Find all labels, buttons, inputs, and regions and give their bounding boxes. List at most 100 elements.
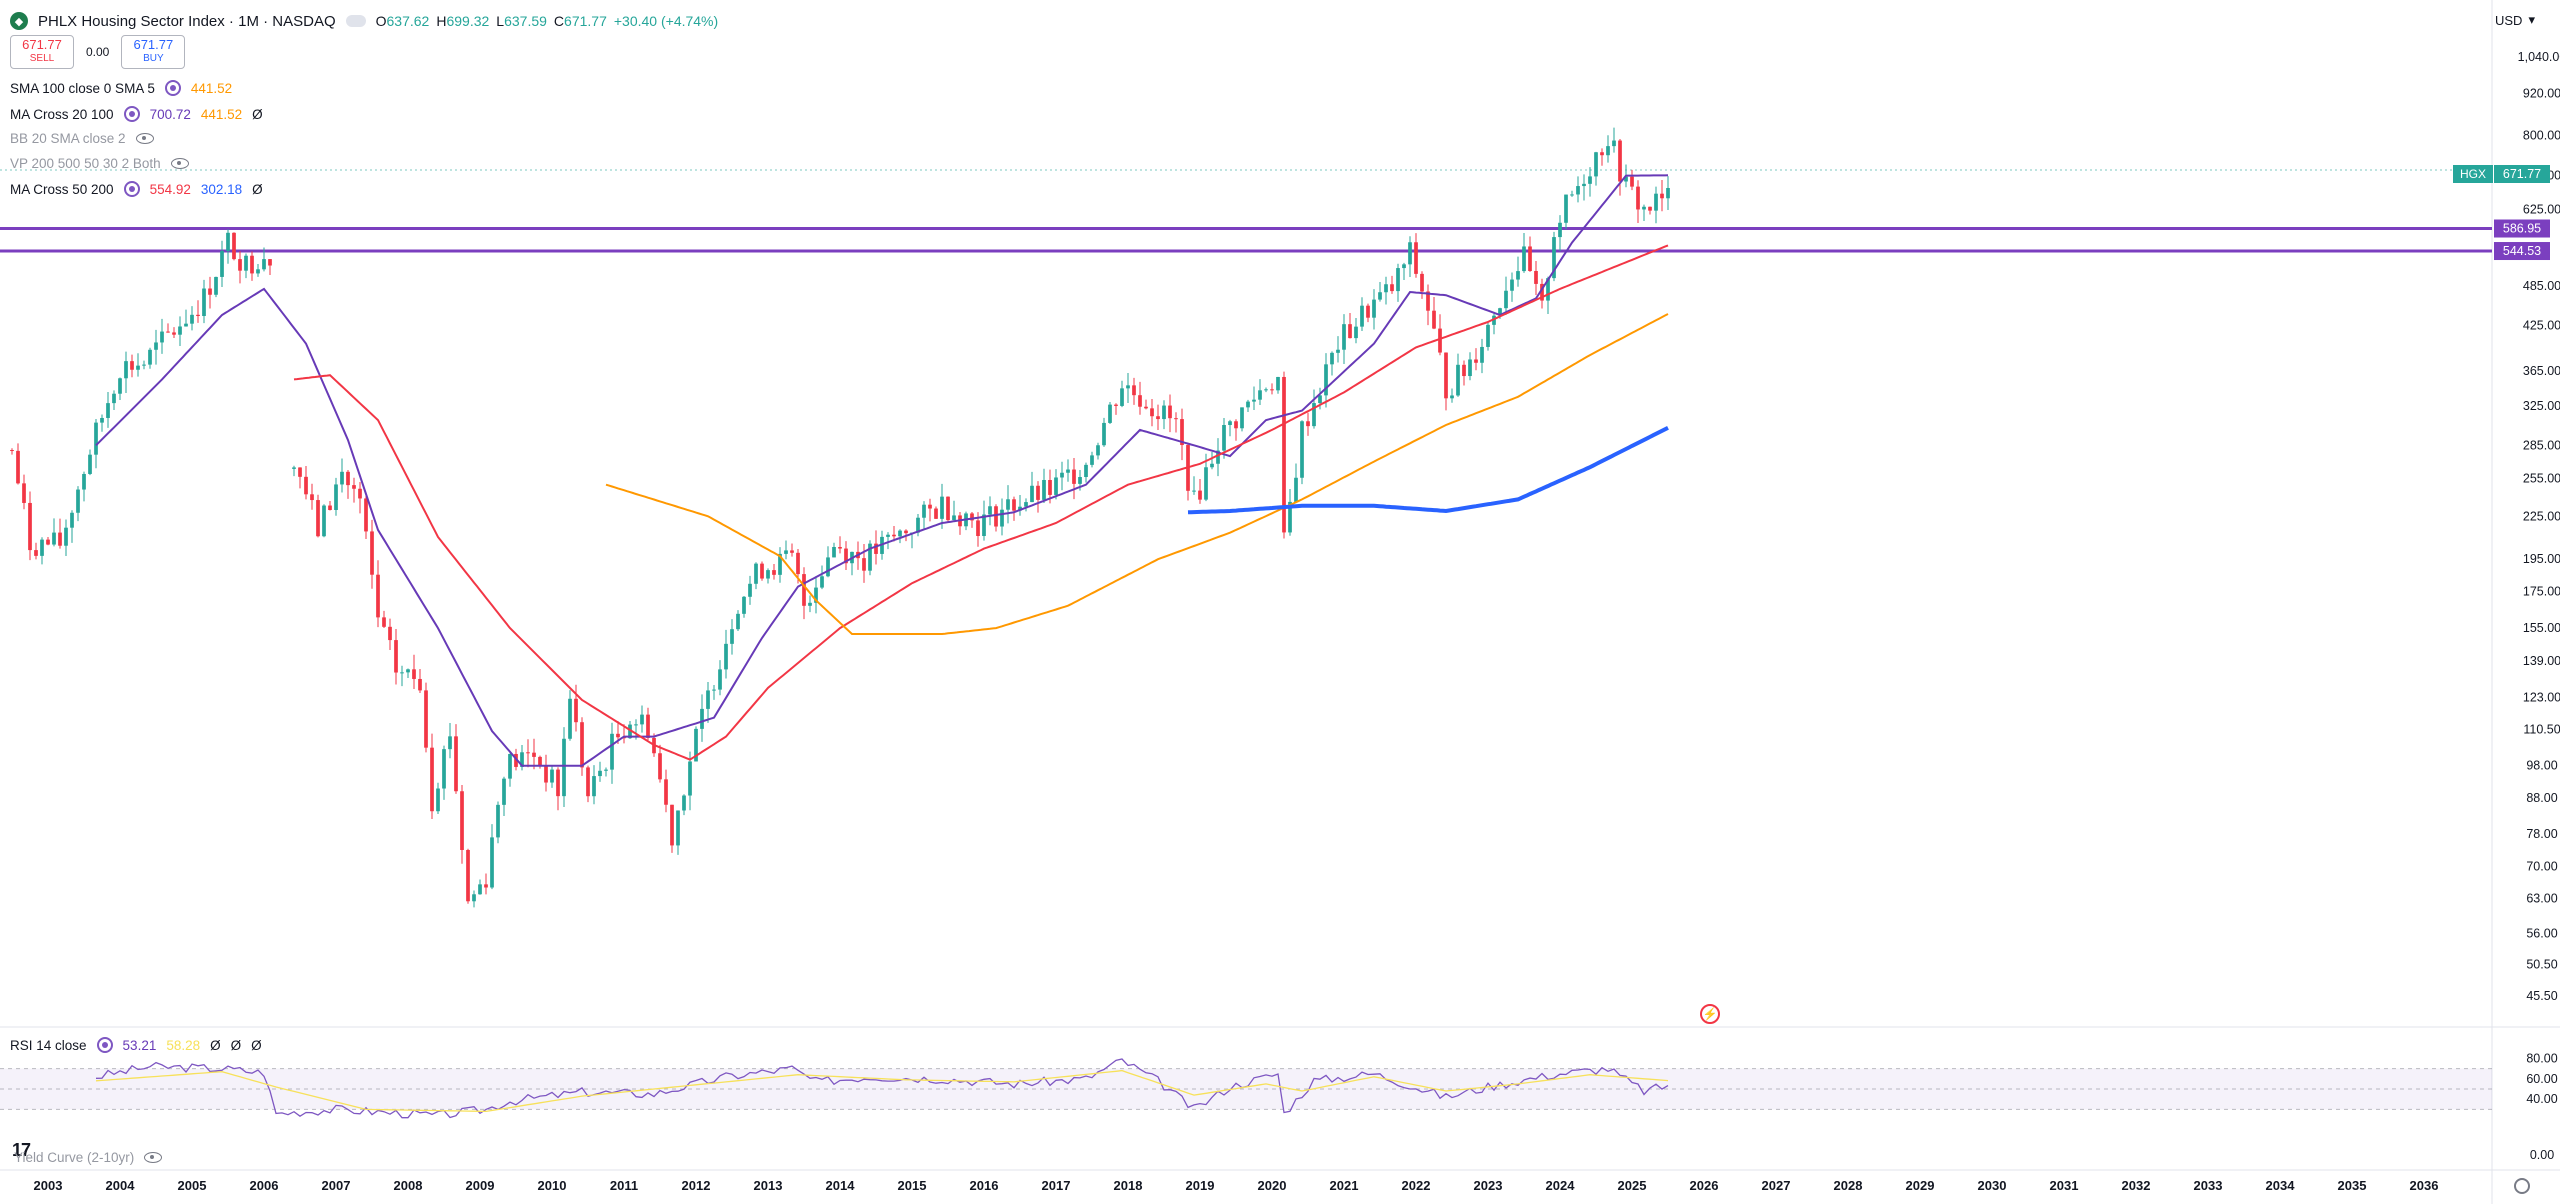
rsi-legend[interactable]: RSI 14 close 53.21 58.28 Ø Ø Ø — [10, 1037, 262, 1053]
candle — [70, 512, 74, 528]
hidden-eye-icon[interactable] — [170, 158, 189, 169]
candle — [460, 791, 464, 850]
candle — [1156, 416, 1160, 420]
gear-icon[interactable] — [2514, 1178, 2530, 1194]
price-tag-label: 671.77 — [2503, 167, 2541, 181]
x-tick-label: 2023 — [1474, 1178, 1503, 1193]
y-tick-label: 425.00 — [2523, 318, 2560, 332]
settings-icon[interactable] — [123, 106, 140, 122]
candle — [892, 534, 896, 537]
ma-line — [293, 244, 1669, 761]
candle — [1444, 352, 1448, 399]
ma-line — [95, 174, 1669, 767]
candle — [1096, 445, 1100, 456]
sell-button[interactable]: 671.77 SELL — [10, 35, 74, 69]
candle — [802, 574, 806, 606]
candle — [310, 494, 314, 501]
buy-button[interactable]: 671.77 BUY — [121, 35, 186, 69]
candle — [1576, 186, 1580, 195]
candle — [1264, 389, 1268, 391]
x-tick-label: 2025 — [1618, 1178, 1647, 1193]
indicator-legend-bb[interactable]: BB 20 SMA close 2 — [10, 131, 154, 146]
hidden-eye-icon[interactable] — [144, 1152, 163, 1163]
spread-value: 0.00 — [86, 45, 110, 59]
lightning-icon[interactable]: ⚡ — [1700, 1004, 1720, 1024]
candle — [646, 714, 650, 738]
ohlc-values: O637.62 H699.32 L637.59 C671.77 +30.40 (… — [375, 13, 719, 29]
candle — [370, 531, 374, 575]
candle — [772, 570, 776, 575]
y-tick-label: 225.00 — [2523, 509, 2560, 523]
candle — [1594, 152, 1598, 177]
candle — [1312, 403, 1316, 427]
rsi-y-tick-label: 80.00 — [2526, 1051, 2557, 1065]
candle — [1546, 278, 1550, 301]
candle — [718, 669, 722, 690]
hidden-eye-icon[interactable] — [135, 133, 154, 144]
candle — [1342, 324, 1346, 350]
candle — [826, 557, 830, 577]
candle — [1432, 310, 1436, 329]
candle — [1612, 140, 1616, 147]
candle — [676, 810, 680, 846]
x-tick-label: 2036 — [2410, 1178, 2439, 1193]
y-tick-label: 485.00 — [2523, 279, 2560, 293]
candle — [1600, 152, 1604, 156]
y-tick-label: 56.00 — [2526, 927, 2557, 941]
candle — [1648, 206, 1652, 211]
candle — [184, 323, 188, 327]
x-tick-label: 2006 — [250, 1178, 279, 1193]
candle — [1282, 376, 1286, 533]
candle — [1204, 467, 1208, 500]
x-tick-label: 2022 — [1402, 1178, 1431, 1193]
candle — [1192, 490, 1196, 492]
candle — [154, 342, 158, 350]
x-tick-label: 2009 — [466, 1178, 495, 1193]
candle — [304, 476, 308, 495]
candle — [568, 698, 572, 739]
settings-icon[interactable] — [96, 1037, 113, 1053]
candle — [238, 259, 242, 271]
x-tick-label: 2020 — [1258, 1178, 1287, 1193]
candle — [1276, 376, 1280, 391]
settings-icon[interactable] — [123, 181, 140, 197]
indicator-legend-ma-cross-20-100[interactable]: MA Cross 20 100 700.72 441.52 Ø — [10, 106, 263, 122]
candle — [1300, 421, 1304, 478]
candle — [1198, 490, 1202, 500]
settings-icon[interactable] — [164, 80, 181, 96]
candle — [940, 496, 944, 519]
candle — [112, 393, 116, 404]
candle — [1336, 349, 1340, 353]
candle — [1660, 193, 1664, 199]
market-status-icon[interactable] — [345, 15, 366, 27]
x-tick-label: 2015 — [898, 1178, 927, 1193]
candle — [406, 669, 410, 673]
currency-selector[interactable]: USD ▾ — [2495, 12, 2535, 28]
candle — [688, 761, 692, 796]
candle — [1438, 328, 1442, 353]
candle — [586, 767, 590, 797]
candle — [1042, 479, 1046, 500]
candle — [394, 640, 398, 673]
high-value: 699.32 — [446, 13, 490, 29]
ma-line — [1187, 426, 1669, 515]
candle — [1294, 477, 1298, 502]
candle — [490, 837, 494, 888]
candle — [1372, 299, 1376, 318]
candle — [388, 626, 392, 641]
indicator-legend-vp[interactable]: VP 200 500 50 30 2 Both — [10, 156, 189, 171]
candle — [982, 514, 986, 537]
candle — [40, 539, 44, 556]
candle — [232, 232, 236, 260]
candle — [574, 698, 578, 723]
symbol-title[interactable]: PHLX Housing Sector Index · 1M · NASDAQ — [38, 12, 336, 30]
indicator-legend-sma100[interactable]: SMA 100 close 0 SMA 5 441.52 — [10, 80, 233, 96]
candle — [934, 508, 938, 519]
candle — [1516, 271, 1520, 280]
candle — [1018, 506, 1022, 511]
yield-curve-legend[interactable]: Yield Curve (2-10yr) — [14, 1150, 163, 1165]
rsi-band — [0, 1068, 2492, 1110]
low-value: 637.59 — [504, 13, 547, 29]
indicator-legend-ma-cross-50-200[interactable]: MA Cross 50 200 554.92 302.18 Ø — [10, 181, 263, 197]
